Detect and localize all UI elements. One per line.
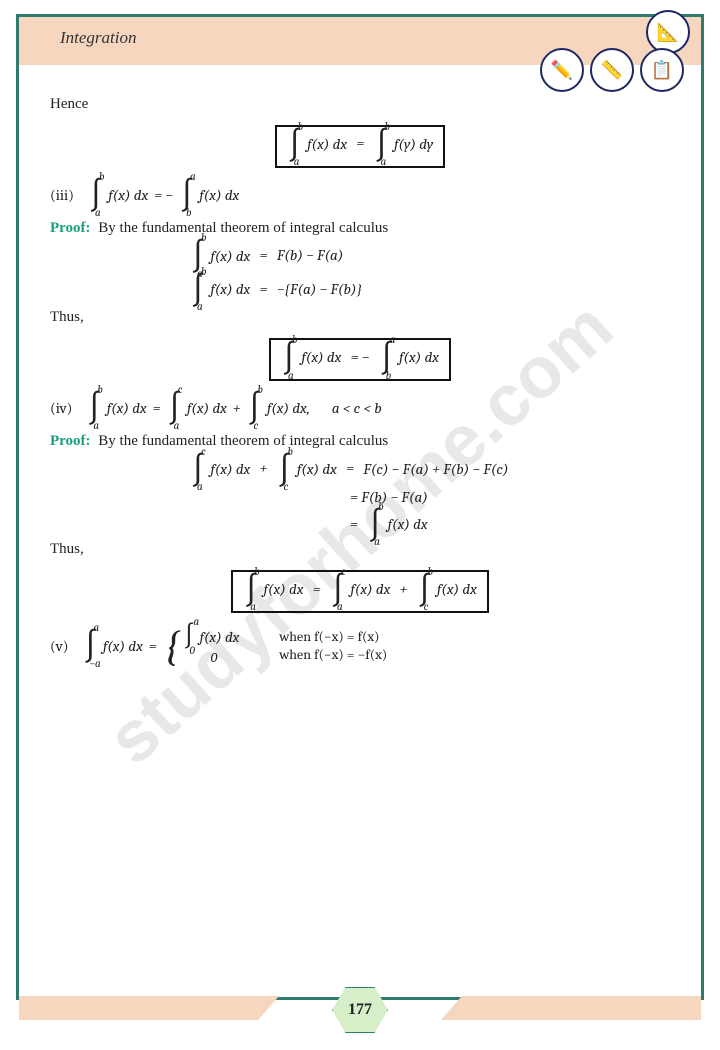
item-iii-label: (iii) [50, 186, 74, 206]
page-title: Integration [60, 28, 137, 48]
boxed-formula-2: ∫baf(x) dx = − ∫abf(x) dx [50, 334, 670, 386]
item-v: (v) ∫a−af(x) dx = { ∫a0f(x) dx 0 when f(… [50, 625, 670, 667]
boxed-formula-3: ∫baf(x) dx = ∫caf(x) dx + ∫bcf(x) dx [50, 566, 670, 618]
proof-iii-line1: ∫baf(x) dx = F(b) − F(a) [190, 241, 670, 272]
proof-iv-line1: ∫caf(x) dx + ∫bcf(x) dx = F(c) − F(a) + … [190, 455, 670, 486]
ruler-icon: 📏 [590, 48, 634, 92]
proof-label: Proof: [50, 220, 91, 236]
item-v-label: (v) [50, 637, 69, 657]
footer: 177 [0, 982, 720, 1032]
hence-label: Hence [50, 95, 670, 115]
clipboard-icon: 📋 [640, 48, 684, 92]
item-iv-label: (iv) [50, 399, 72, 419]
page: Integration 📐 ✏️ 📏 📋 studyforhome.com He… [0, 0, 720, 1050]
boxed-formula-1: ∫baf(x) dx = ∫baf(y) dy [50, 121, 670, 173]
header-icons-row2: ✏️ 📏 📋 [540, 48, 684, 92]
footer-chevron-left [19, 996, 279, 1020]
compass-icon: ✏️ [540, 48, 584, 92]
content-body: Hence ∫baf(x) dx = ∫baf(y) dy (iii) ∫baf… [50, 95, 670, 960]
footer-chevron-right [441, 996, 701, 1020]
page-number-badge: 177 [331, 986, 389, 1034]
proof-iv-line2: = F(b) − F(a) [350, 488, 670, 508]
proof-label-2: Proof: [50, 433, 91, 449]
proof-iv-line3: = ∫baf(x) dx [350, 510, 670, 541]
item-iv: (iv) ∫baf(x) dx = ∫caf(x) dx + ∫bcf(x) d… [50, 393, 670, 424]
item-iii: (iii) ∫baf(x) dx = − ∫abf(x) dx [50, 180, 670, 211]
proof-iii-line2: ∫baf(x) dx = −{F(a) − F(b)} [190, 275, 670, 306]
thus-1: Thus, [50, 308, 670, 328]
proof-iii: Proof: By the fundamental theorem of int… [50, 219, 670, 239]
proof-iv: Proof: By the fundamental theorem of int… [50, 432, 670, 452]
thus-2: Thus, [50, 540, 670, 560]
